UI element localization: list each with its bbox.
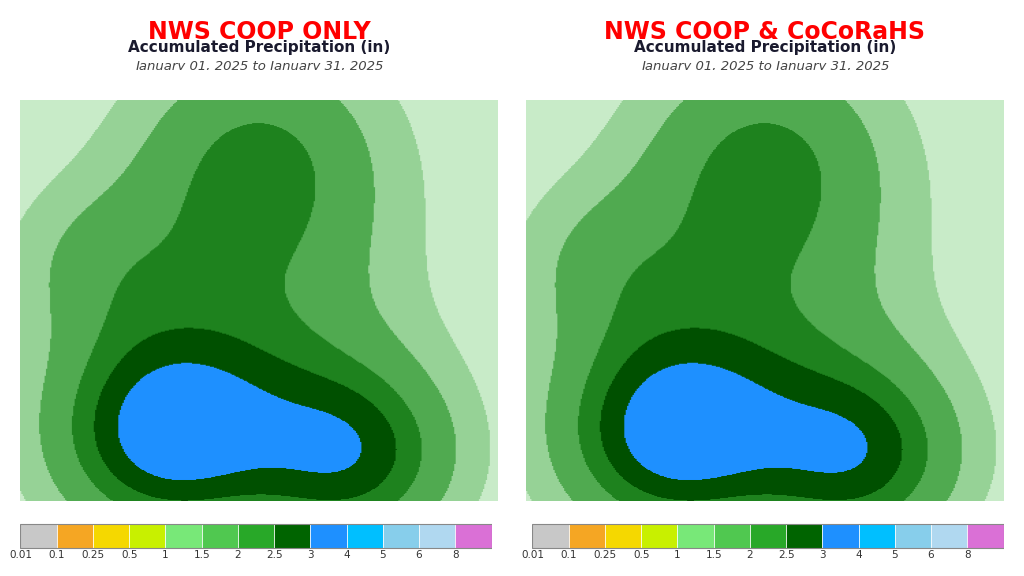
FancyBboxPatch shape xyxy=(129,524,166,548)
FancyBboxPatch shape xyxy=(20,524,56,548)
Text: 2: 2 xyxy=(234,550,242,560)
Text: 0.1: 0.1 xyxy=(48,550,65,560)
FancyBboxPatch shape xyxy=(714,524,750,548)
FancyBboxPatch shape xyxy=(678,524,714,548)
Text: 0.5: 0.5 xyxy=(121,550,137,560)
FancyBboxPatch shape xyxy=(568,524,605,548)
Text: 0.01: 0.01 xyxy=(9,550,32,560)
FancyBboxPatch shape xyxy=(419,524,456,548)
Text: Accumulated Precipitation (in): Accumulated Precipitation (in) xyxy=(634,40,896,55)
FancyBboxPatch shape xyxy=(238,524,274,548)
Text: 0.5: 0.5 xyxy=(633,550,649,560)
Text: 0.25: 0.25 xyxy=(593,550,616,560)
FancyBboxPatch shape xyxy=(310,524,346,548)
Text: 8: 8 xyxy=(964,550,971,560)
Text: 0.1: 0.1 xyxy=(560,550,577,560)
Text: 3: 3 xyxy=(819,550,825,560)
Text: 4: 4 xyxy=(343,550,350,560)
Text: 1.5: 1.5 xyxy=(194,550,210,560)
FancyBboxPatch shape xyxy=(166,524,202,548)
FancyBboxPatch shape xyxy=(895,524,931,548)
Text: Accumulated Precipitation (in): Accumulated Precipitation (in) xyxy=(128,40,390,55)
FancyBboxPatch shape xyxy=(383,524,419,548)
FancyBboxPatch shape xyxy=(456,524,492,548)
Text: January 01, 2025 to January 31, 2025: January 01, 2025 to January 31, 2025 xyxy=(641,60,889,73)
Text: 6: 6 xyxy=(928,550,934,560)
FancyBboxPatch shape xyxy=(346,524,383,548)
Text: 4: 4 xyxy=(855,550,862,560)
Text: 1.5: 1.5 xyxy=(706,550,722,560)
FancyBboxPatch shape xyxy=(858,524,895,548)
Text: 2.5: 2.5 xyxy=(266,550,283,560)
Text: 8: 8 xyxy=(452,550,459,560)
Text: 5: 5 xyxy=(380,550,386,560)
FancyBboxPatch shape xyxy=(274,524,310,548)
Text: 3: 3 xyxy=(307,550,313,560)
Text: 0.01: 0.01 xyxy=(521,550,544,560)
Text: 1: 1 xyxy=(162,550,169,560)
Text: 6: 6 xyxy=(416,550,422,560)
FancyBboxPatch shape xyxy=(750,524,786,548)
FancyBboxPatch shape xyxy=(968,524,1004,548)
FancyBboxPatch shape xyxy=(931,524,968,548)
Text: NWS COOP ONLY: NWS COOP ONLY xyxy=(147,20,371,44)
FancyBboxPatch shape xyxy=(822,524,858,548)
FancyBboxPatch shape xyxy=(605,524,641,548)
Text: 5: 5 xyxy=(892,550,898,560)
Text: 1: 1 xyxy=(674,550,681,560)
FancyBboxPatch shape xyxy=(786,524,822,548)
Text: 2.5: 2.5 xyxy=(778,550,795,560)
Text: January 01, 2025 to January 31, 2025: January 01, 2025 to January 31, 2025 xyxy=(135,60,383,73)
FancyBboxPatch shape xyxy=(202,524,238,548)
Text: 0.25: 0.25 xyxy=(81,550,104,560)
FancyBboxPatch shape xyxy=(532,524,568,548)
Text: NWS COOP & CoCoRaHS: NWS COOP & CoCoRaHS xyxy=(604,20,926,44)
Text: 2: 2 xyxy=(746,550,754,560)
FancyBboxPatch shape xyxy=(93,524,129,548)
FancyBboxPatch shape xyxy=(641,524,678,548)
FancyBboxPatch shape xyxy=(56,524,93,548)
